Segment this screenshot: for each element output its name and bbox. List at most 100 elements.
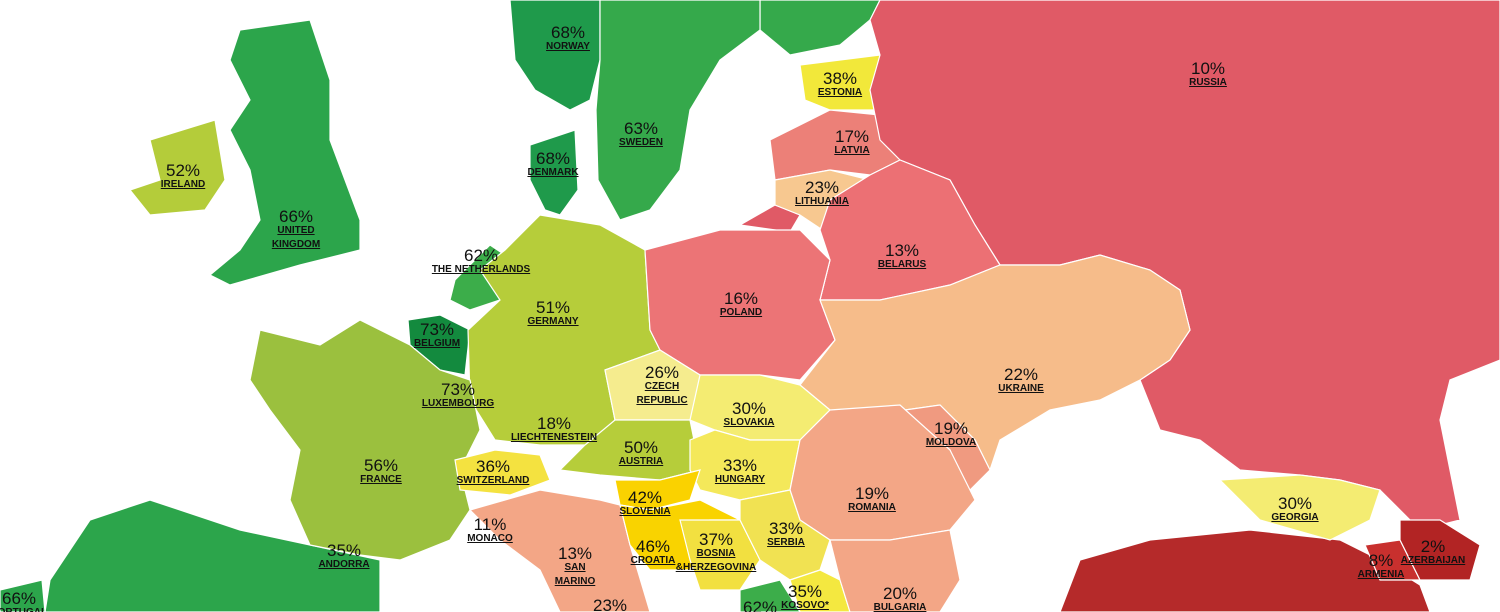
country-name: ANDORRA [318,559,369,570]
share-label: 38% [823,69,857,88]
country-name: SLOVAKIA [724,417,775,428]
share-label: 36% [476,457,510,476]
share-label: 20% [883,584,917,603]
country-name: RUSSIA [1189,77,1227,88]
country-name: IRELAND [161,179,205,190]
country-shape [208,19,361,286]
share-label: 23% [805,178,839,197]
share-label: 73% [441,380,475,399]
share-label: 66% [279,207,313,226]
country-name: LIECHTENESTEIN [511,432,597,443]
country-name: AZERBAIJAN [1401,555,1465,566]
share-label: 52% [166,161,200,180]
share-label: 46% [636,537,670,556]
country-name: LITHUANIA [795,196,849,207]
country-name: GEORGIA [1271,512,1318,523]
share-label: 66% [2,589,36,608]
share-label: 8% [1369,551,1394,570]
country-name: NORWAY [546,41,590,52]
share-label: 11% [474,515,507,534]
share-label: 73% [420,320,454,339]
share-label: 33% [769,519,803,538]
country-name: GERMANY [527,316,578,327]
country-shape [249,319,481,561]
share-label: 16% [724,289,758,308]
share-label: 62% [464,246,498,265]
country-name: CROATIA [631,555,676,566]
country-name: THE NETHERLANDS [432,264,531,275]
share-label: 18% [537,414,571,433]
share-label: 30% [732,399,766,418]
country-name: MONACO [467,533,513,544]
share-label: 17% [835,127,869,146]
country-name: &HERZEGOVINA [676,562,757,573]
share-label: 13% [885,241,919,260]
country-name: FRANCE [360,474,402,485]
country-name: POLAND [720,307,762,318]
country-shape [1218,474,1381,541]
country-shape [829,529,961,612]
country-name: CZECH [645,381,679,392]
country-name: BELARUS [878,259,927,270]
finland [759,0,881,56]
spain [44,499,381,612]
country-name: KINGDOM [272,239,320,250]
share-label: 56% [364,456,398,475]
country-name: SAN [564,562,585,573]
country-name: SLOVENIA [619,506,670,517]
country-shape [509,0,601,111]
country-name: LUXEMBOURG [422,398,494,409]
italy [468,489,651,612]
country-name: BOSNIA [697,548,736,559]
country-shape [529,129,579,216]
share-label: 2% [1421,537,1446,556]
country-name: ROMANIA [848,502,896,513]
country-name: MARINO [555,576,596,587]
country-shape [454,449,551,496]
share-label: 42% [628,488,662,507]
share-label: 50% [624,438,658,457]
share-label: 30% [1278,494,1312,513]
share-label: 26% [645,363,679,382]
country-shape [128,119,226,216]
country-name: BELGIUM [414,338,460,349]
country-name: SWEDEN [619,137,663,148]
country-name: REPUBLIC [636,395,687,406]
country-name: SERBIA [767,537,805,548]
country-shape [0,579,46,612]
share-label: 13% [558,544,592,563]
share-label: 22% [1004,365,1038,384]
country-name: PORTUGAL [0,607,47,612]
country-shape [644,229,836,381]
unlabelled-regions [44,0,1431,612]
share-label: 63% [624,119,658,138]
share-label: 19% [934,419,968,438]
country-name: ESTONIA [818,87,862,98]
share-label: 35% [788,582,822,601]
country-name: LATVIA [834,145,869,156]
share-label: 62% [743,598,777,612]
share-label: 68% [551,23,585,42]
country-name: BULGARIA [874,602,927,612]
country-name: SWITZERLAND [457,475,530,486]
country-shape [1399,519,1481,581]
country-shape [595,0,761,221]
share-label: 10% [1191,59,1225,78]
country-shape [739,579,801,612]
country-name: DENMARK [527,167,579,178]
share-label: 68% [536,149,570,168]
country-name: MOLDOVA [926,437,976,448]
country-name: KOSOVO* [781,600,829,611]
country-shape [799,54,881,111]
share-label: 33% [723,456,757,475]
turkey [1059,529,1431,612]
labels: 68%NORWAY63%SWEDEN68%DENMARK52%IRELAND66… [0,23,1465,612]
share-label: 23% [593,596,627,612]
country-name: UKRAINE [998,383,1044,394]
country-name: ARMENIA [1358,569,1405,580]
country-name: HUNGARY [715,474,766,485]
country-name: AUSTRIA [619,456,663,467]
share-label: 19% [855,484,889,503]
